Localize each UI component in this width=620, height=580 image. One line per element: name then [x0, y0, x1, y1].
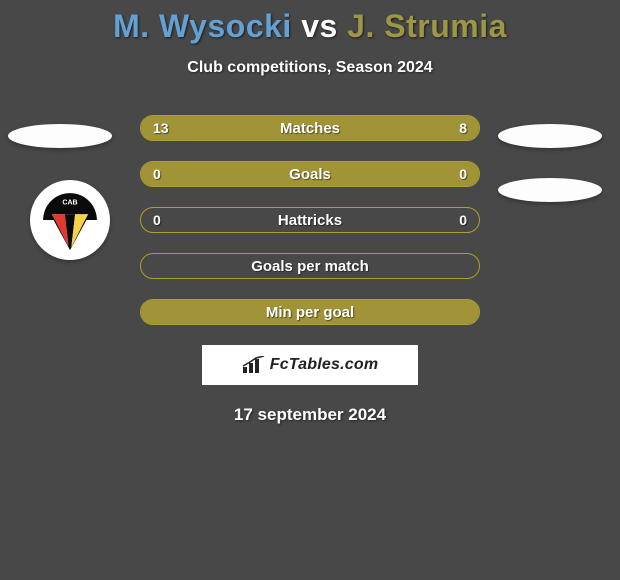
stat-bars: 138Matches 00Goals 00Hattricks Goals per ma…: [140, 115, 480, 325]
stat-bar: Min per goal: [140, 299, 480, 325]
stat-label: Min per goal: [141, 300, 479, 324]
stat-label: Hattricks: [141, 208, 479, 232]
bar-chart-icon: [242, 356, 266, 374]
logo-placeholder: [498, 124, 602, 148]
stat-bar: 138Matches: [140, 115, 480, 141]
brand-box[interactable]: FcTables.com: [202, 345, 418, 385]
stat-bar: Goals per match: [140, 253, 480, 279]
stat-label: Goals per match: [141, 254, 479, 278]
logo-placeholder: [8, 124, 112, 148]
stat-bar: 00Goals: [140, 161, 480, 187]
stat-bar: 00Hattricks: [140, 207, 480, 233]
page-title: M. Wysocki vs J. Strumia: [0, 0, 620, 45]
player-left-name: M. Wysocki: [113, 8, 292, 44]
snapshot-date: 17 september 2024: [0, 405, 620, 425]
title-vs: vs: [292, 8, 347, 44]
brand-text: FcTables.com: [270, 356, 379, 374]
stat-label: Goals: [141, 162, 479, 186]
club-badge-left: CAB: [30, 180, 110, 260]
badge-initials: CAB: [62, 200, 77, 207]
logo-placeholder: [498, 178, 602, 202]
shield-icon: CAB: [38, 188, 102, 252]
player-right-name: J. Strumia: [347, 8, 507, 44]
subtitle: Club competitions, Season 2024: [0, 59, 620, 77]
stat-label: Matches: [141, 116, 479, 140]
